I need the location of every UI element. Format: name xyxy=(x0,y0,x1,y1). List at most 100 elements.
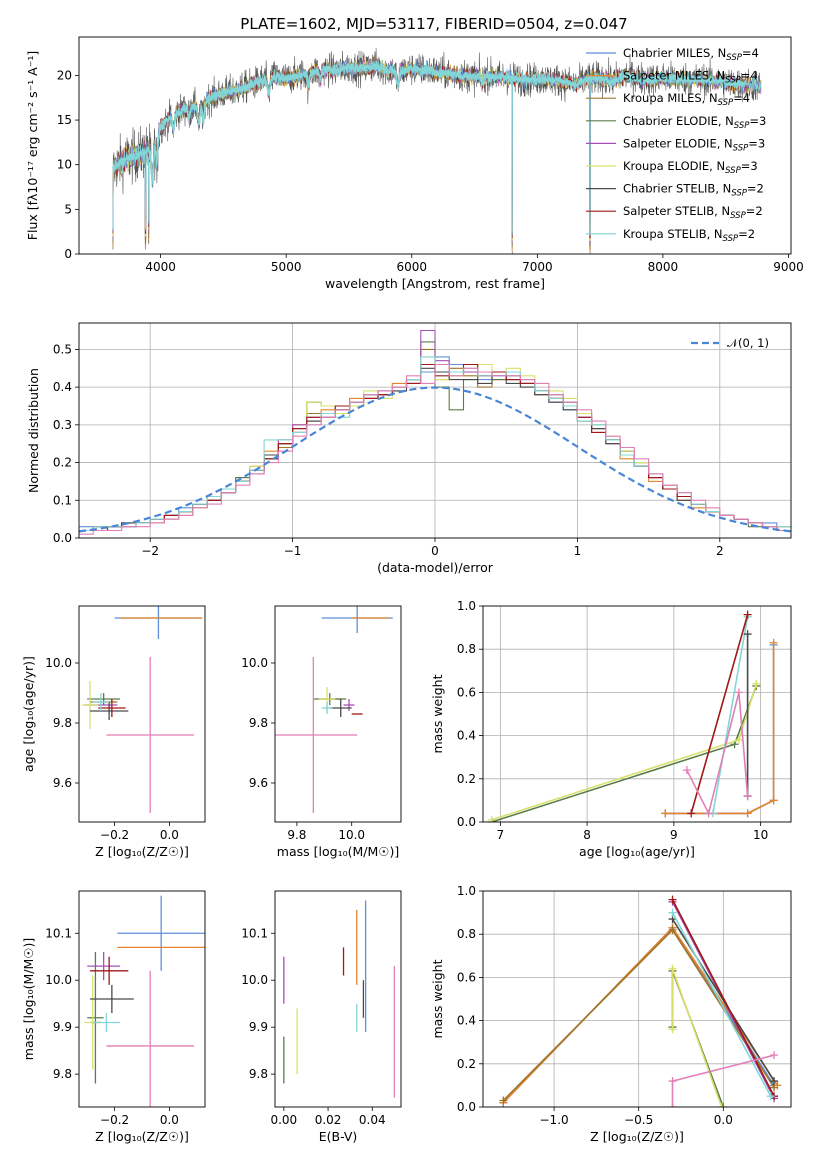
axes-frame xyxy=(78,36,792,255)
y-tick-label: 0.8 xyxy=(457,642,476,656)
weight-marker xyxy=(668,925,677,934)
x-tick-label: 9000 xyxy=(773,260,804,274)
x-tick-label: 8 xyxy=(583,828,591,842)
weight-marker xyxy=(752,679,761,688)
x-tick-label: 10.0 xyxy=(338,828,365,842)
weight-marker xyxy=(668,1103,677,1107)
y-tick-label: 0.6 xyxy=(457,685,476,699)
legend-entry: 𝒩(0, 1) xyxy=(727,336,769,350)
axes-frame xyxy=(274,890,402,1108)
legend-entry: Salpeter ELODIE, NSSP=3 xyxy=(623,136,765,153)
y-axis-label: mass weight xyxy=(430,959,445,1038)
weight-marker xyxy=(743,630,752,639)
weight-marker xyxy=(770,1051,779,1060)
y-tick-label: 0.1 xyxy=(53,493,72,507)
legend-entry: Kroupa MILES, NSSP=4 xyxy=(623,91,750,108)
plot-area xyxy=(483,606,791,822)
y-tick-label: 0.2 xyxy=(457,772,476,786)
weight-series-0 xyxy=(665,644,775,815)
x-tick-label: 0.0 xyxy=(714,1113,733,1127)
x-tick-label: −0.2 xyxy=(100,1113,129,1127)
weight-marker xyxy=(668,1077,677,1086)
weight-marker xyxy=(668,964,677,973)
y-tick-label: 0.2 xyxy=(457,1057,476,1071)
y-axis-label: mass weight xyxy=(430,674,445,753)
plot-mass_vs_EBV: 0.00 0.02 0.04 9.8 9.9 10.0 10.1 E(B-V) xyxy=(241,890,402,1144)
weight-marker xyxy=(743,809,752,818)
weight-marker xyxy=(734,735,743,744)
legend-entry: Salpeter STELIB, NSSP=2 xyxy=(623,204,763,221)
x-tick-label: 1 xyxy=(574,544,582,558)
legend-entry: Kroupa STELIB, NSSP=2 xyxy=(623,227,755,244)
x-tick-label: 0.0 xyxy=(160,1113,179,1127)
x-tick-label: 7 xyxy=(497,828,505,842)
plot-residuals: −2 −1 0 1 2 0.0 0.1 0.2 0.3 0.4 0.5 (data-model)/er… xyxy=(26,322,792,575)
y-tick-label: 10.0 xyxy=(45,973,72,987)
weight-marker xyxy=(499,1096,508,1105)
weight-marker xyxy=(668,895,677,904)
x-axis-label: wavelength [Angstrom, rest frame] xyxy=(325,276,545,291)
x-tick-label: 0.04 xyxy=(359,1113,386,1127)
x-axis-label: E(B-V) xyxy=(319,1129,358,1144)
y-tick-label: 0.4 xyxy=(457,729,476,743)
weight-marker xyxy=(682,766,691,775)
weight-marker xyxy=(769,638,778,647)
y-tick-label: 0.0 xyxy=(457,815,476,829)
weight-marker xyxy=(743,610,752,619)
x-tick-label: −0.2 xyxy=(100,828,129,842)
weight-series-8 xyxy=(671,912,772,1097)
axes-frame xyxy=(78,605,206,823)
plot-area xyxy=(79,323,791,538)
weight-marker xyxy=(661,809,670,818)
weight-marker xyxy=(717,1103,726,1107)
x-tick-label: 4000 xyxy=(145,260,176,274)
y-tick-label: 10.0 xyxy=(241,656,268,670)
plot-age_vs_Z: −0.2 0.0 9.6 9.8 10.0 Z [log₁₀(Z/Z☉)] age [log… xyxy=(21,605,206,859)
x-axis-label: mass [log₁₀(M/M☉)] xyxy=(277,844,399,859)
spectrum-model-overlay xyxy=(112,61,746,182)
weight-marker xyxy=(743,792,752,801)
y-tick-label: 20 xyxy=(57,68,72,82)
y-tick-label: 5 xyxy=(64,202,72,216)
plot-weight_vs_age: 7 8 9 10 0.0 0.2 0.4 0.6 0.8 1.0 age [log₁₀(age/yr… xyxy=(430,599,792,859)
axes-frame xyxy=(482,605,792,823)
weight-series-1 xyxy=(665,642,775,815)
weight-series-4 xyxy=(712,616,749,814)
y-tick-label: 0.6 xyxy=(457,970,476,984)
y-tick-label: 0.2 xyxy=(53,456,72,470)
y-axis-label: mass [log₁₀(M/M☉)] xyxy=(21,938,36,1060)
x-axis-label: (data-model)/error xyxy=(377,560,494,575)
axes-frame xyxy=(78,890,206,1108)
legend: Chabrier MILES, NSSP=4 Salpeter MILES, NS… xyxy=(586,46,766,244)
weight-marker xyxy=(766,1092,775,1101)
weight-marker xyxy=(487,815,496,822)
axes-frame xyxy=(482,890,792,1108)
y-axis-label: Normed distribution xyxy=(26,368,41,493)
plot-age_vs_mass: 9.8 10.0 9.6 9.8 10.0 mass [log₁₀(M/M☉)] xyxy=(241,605,402,859)
x-tick-label: 0.02 xyxy=(315,1113,342,1127)
y-tick-label: 1.0 xyxy=(457,599,476,613)
legend-entry: Chabrier ELODIE, NSSP=3 xyxy=(623,114,766,131)
x-tick-label: −1.0 xyxy=(540,1113,569,1127)
axes-frame xyxy=(274,605,402,823)
weight-marker xyxy=(770,1077,779,1086)
y-tick-label: 9.8 xyxy=(53,1067,72,1081)
x-tick-label: 5000 xyxy=(271,260,302,274)
normal-curve xyxy=(79,386,791,533)
x-tick-label: 7000 xyxy=(522,260,553,274)
weight-marker xyxy=(734,688,743,697)
figure-title: PLATE=1602, MJD=53117, FIBERID=0504, z=0… xyxy=(240,15,627,33)
plot-area xyxy=(112,48,762,254)
y-tick-label: 0.5 xyxy=(53,342,72,356)
y-tick-label: 0.3 xyxy=(53,418,72,432)
y-tick-label: 15 xyxy=(57,113,72,127)
weight-marker xyxy=(687,809,696,818)
x-tick-label: 0 xyxy=(431,544,439,558)
legend-entry: Chabrier STELIB, NSSP=2 xyxy=(623,182,764,199)
y-tick-label: 0.8 xyxy=(457,927,476,941)
histogram-series-9 xyxy=(79,363,791,535)
x-tick-label: 6000 xyxy=(396,260,427,274)
y-tick-label: 9.8 xyxy=(249,716,268,730)
weight-series-3 xyxy=(491,683,758,821)
plot-area xyxy=(81,606,203,813)
